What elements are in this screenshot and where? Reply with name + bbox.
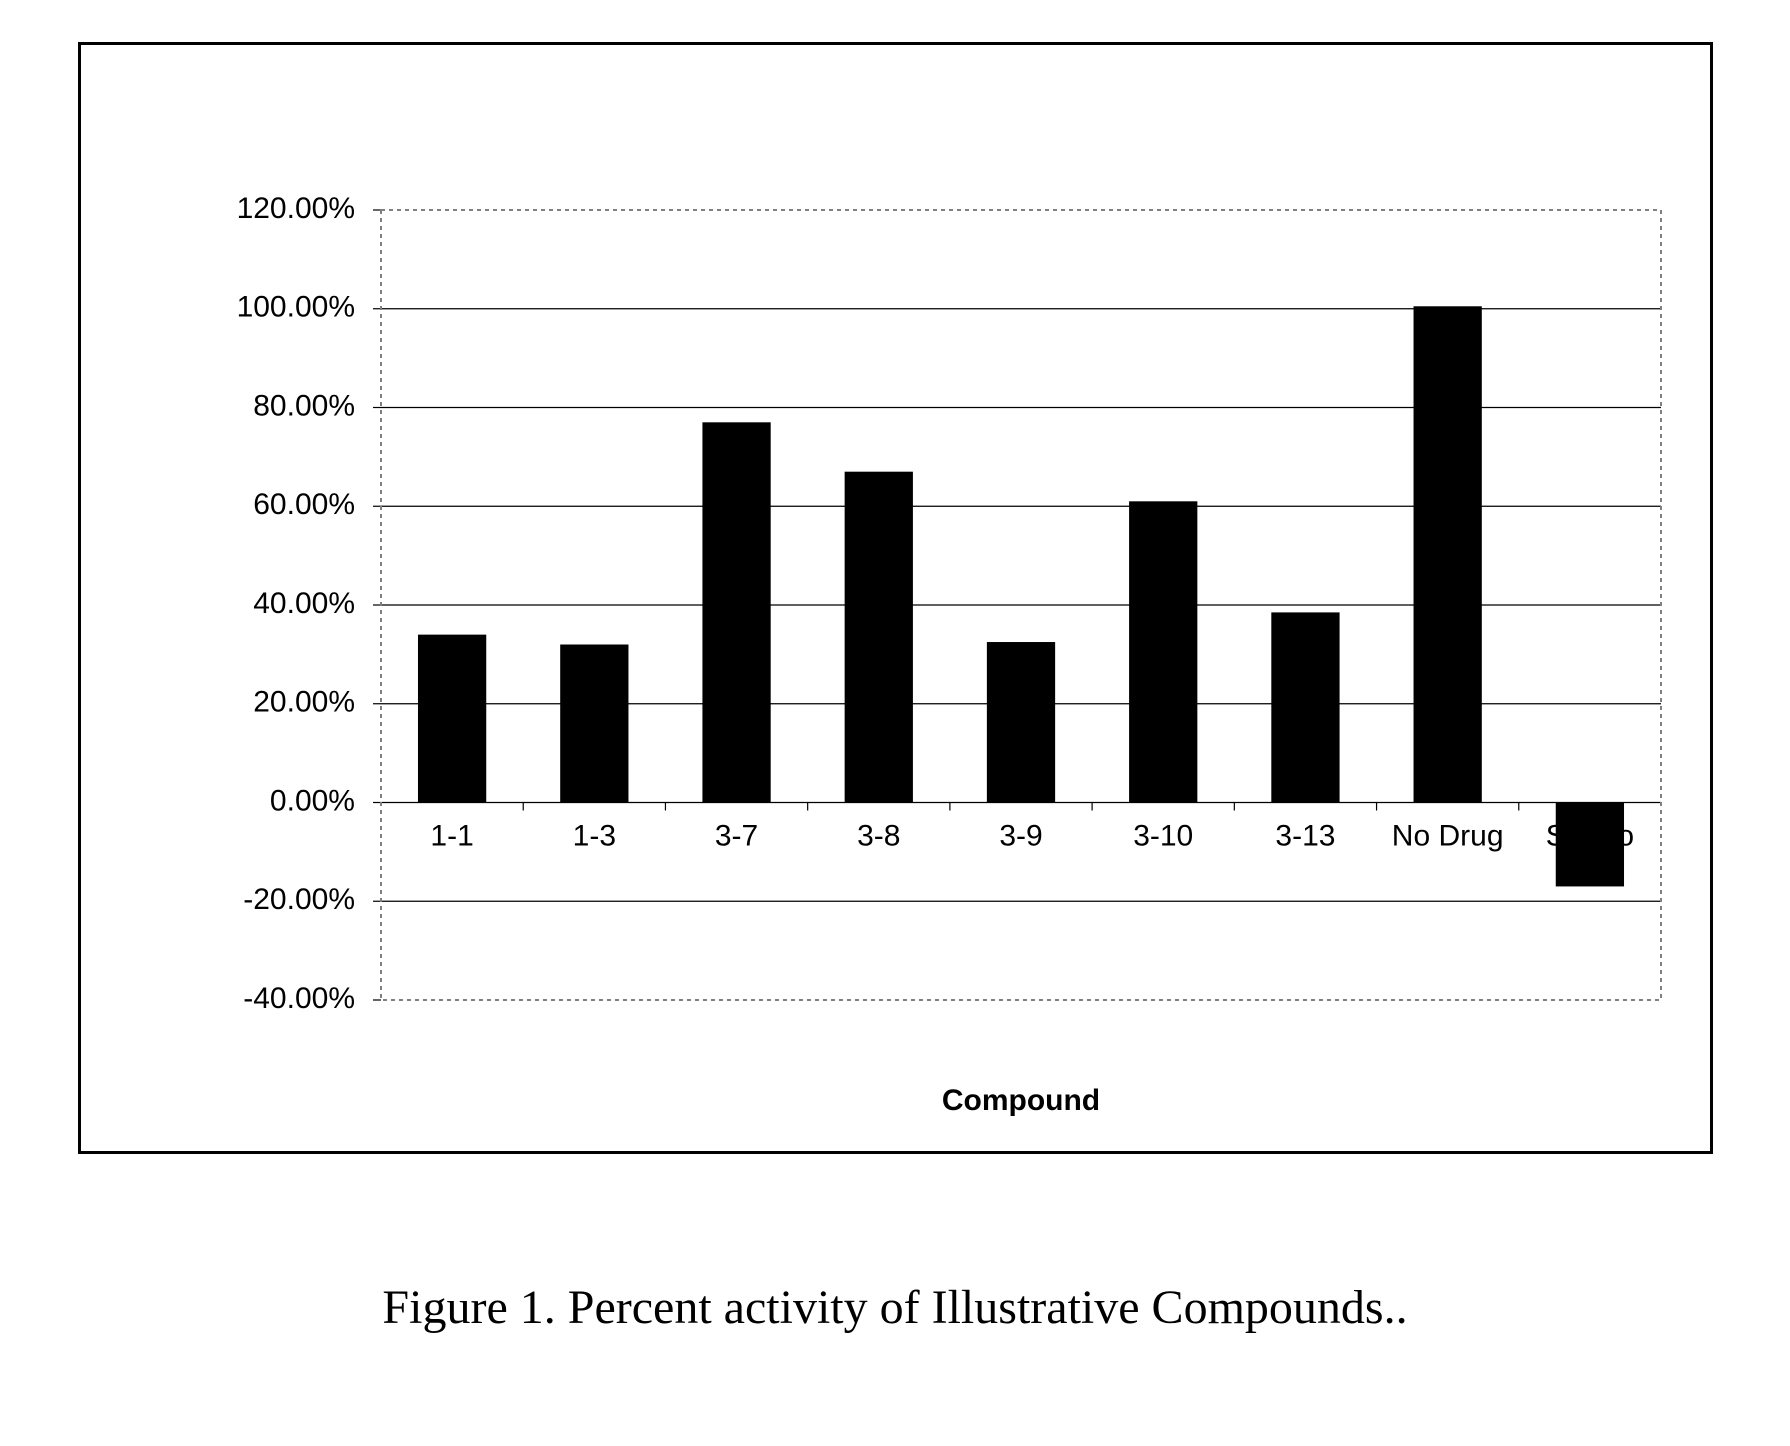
x-tick-label: 1-1 bbox=[430, 819, 473, 852]
x-axis-title: Compound bbox=[942, 1084, 1100, 1117]
y-tick-label: -20.00% bbox=[243, 883, 355, 916]
y-tick-label: -40.00% bbox=[243, 982, 355, 1015]
y-tick-label: 120.00% bbox=[237, 192, 355, 225]
y-tick-label: 100.00% bbox=[237, 291, 355, 324]
x-tick-label: 3-8 bbox=[857, 819, 900, 852]
x-tick-label: 1-3 bbox=[573, 819, 616, 852]
y-tick-label: 0.00% bbox=[270, 784, 355, 817]
x-tick-label: 3-7 bbox=[715, 819, 758, 852]
x-tick-label: 3-10 bbox=[1133, 819, 1193, 852]
figure-caption: Figure 1. Percent activity of Illustrati… bbox=[0, 1280, 1790, 1335]
page: 1-1 1-3 3-7 3-8 3-9 3-10 3-13 No Drug Stauro -40.… bbox=[0, 0, 1790, 1446]
y-tick-label: 80.00% bbox=[253, 389, 355, 422]
chart-frame: 1-1 1-3 3-7 3-8 3-9 3-10 3-13 No Drug Stauro -40.… bbox=[78, 42, 1713, 1154]
y-tick-label: 20.00% bbox=[253, 686, 355, 719]
y-tick-label: 40.00% bbox=[253, 587, 355, 620]
x-tick-label: 3-9 bbox=[999, 819, 1042, 852]
bar-chart: 1-1 1-3 3-7 3-8 3-9 3-10 3-13 No Drug Stauro -40.… bbox=[81, 45, 1716, 1157]
x-tick-label: Stauro bbox=[1546, 819, 1634, 852]
x-tick-label: 3-13 bbox=[1275, 819, 1335, 852]
y-tick-label: 60.00% bbox=[253, 488, 355, 521]
x-tick-label: No Drug bbox=[1392, 819, 1504, 852]
